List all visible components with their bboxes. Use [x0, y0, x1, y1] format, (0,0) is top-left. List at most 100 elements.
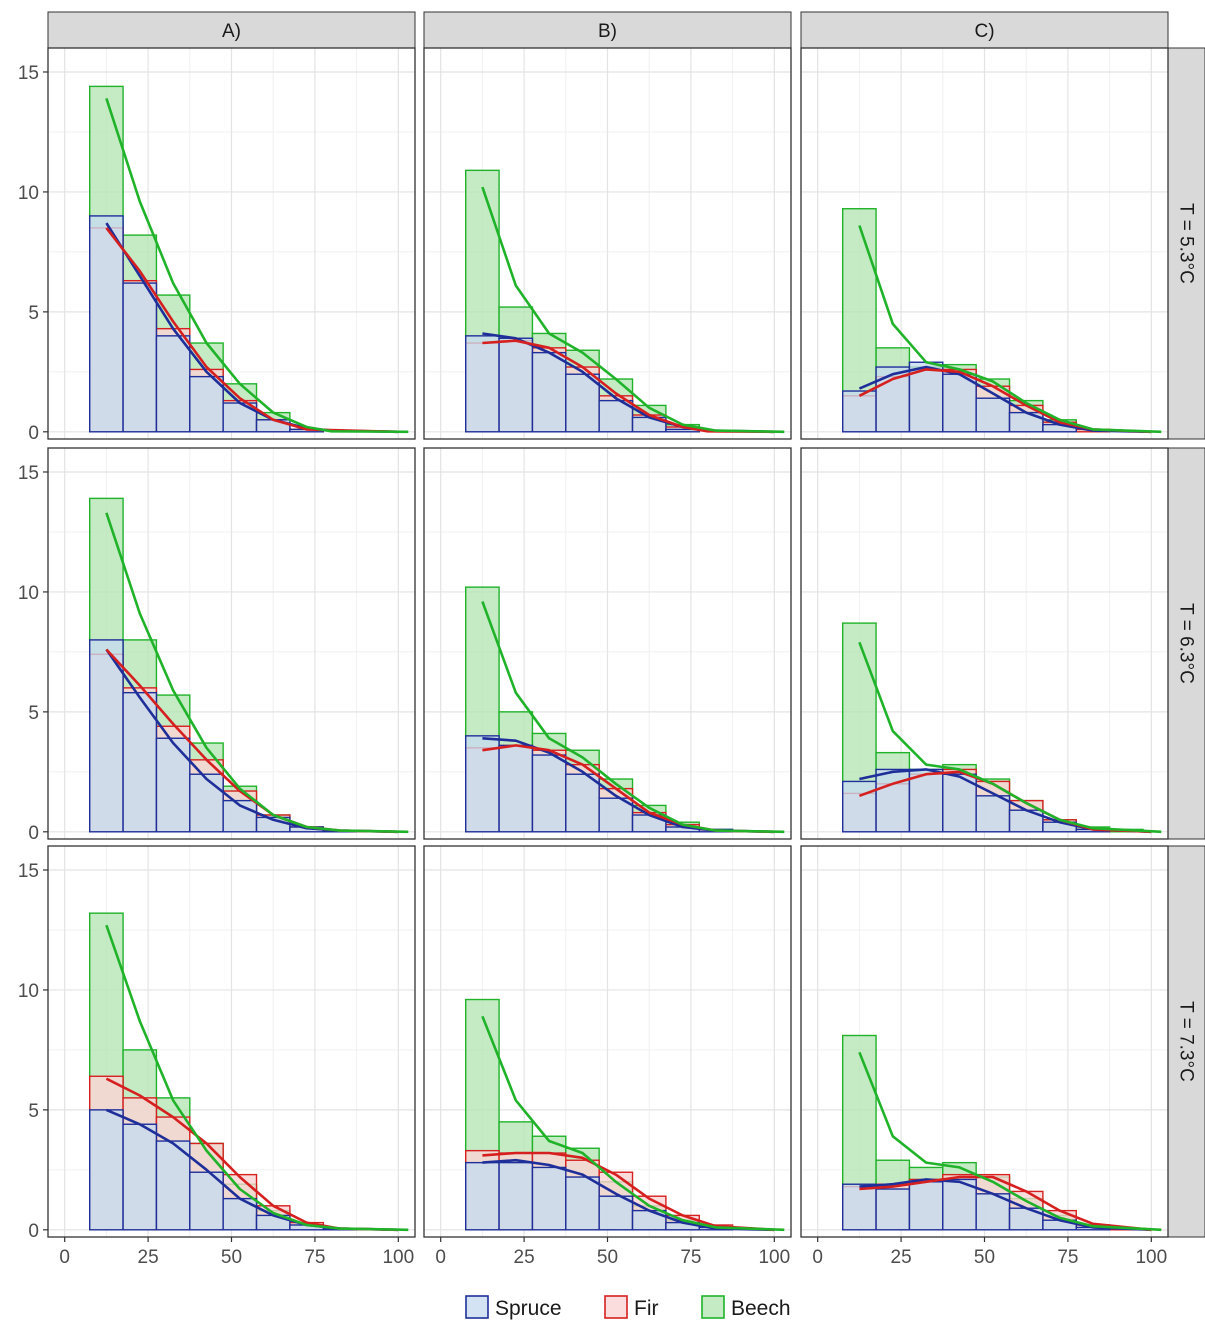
row-label-0: T = 5.3°C — [1176, 203, 1197, 284]
y-tick-label: 0 — [28, 1221, 39, 1242]
x-tick-label: 50 — [597, 1247, 618, 1268]
bar-spruce — [842, 390, 877, 433]
bar-spruce — [942, 773, 977, 833]
panel-border — [800, 47, 1169, 440]
bar-spruce — [565, 1176, 600, 1231]
y-tick-label: 15 — [18, 463, 39, 484]
row-label-1: T = 6.3°C — [1176, 603, 1197, 684]
bar-spruce — [465, 1161, 500, 1231]
x-tick-label: 100 — [1135, 1247, 1167, 1268]
y-tick-label: 10 — [18, 183, 39, 204]
column-strip-2 — [800, 11, 1169, 49]
bar-spruce — [465, 335, 500, 433]
panel-border — [423, 447, 792, 840]
bar-spruce — [531, 754, 567, 833]
y-tick-label: 5 — [28, 1101, 39, 1122]
panel-border — [47, 47, 416, 440]
bar-spruce — [498, 337, 534, 433]
column-label-1: B) — [598, 21, 617, 42]
density-curve-beech — [105, 512, 409, 834]
y-tick-label: 10 — [18, 981, 39, 1002]
x-tick-label: 25 — [514, 1247, 535, 1268]
density-curve-spruce — [858, 365, 1152, 434]
density-curve-spruce — [482, 1158, 775, 1232]
legend-label-spruce: Spruce — [495, 1297, 562, 1320]
density-curve-beech — [105, 97, 409, 434]
y-tick-label: 5 — [28, 703, 39, 724]
density-curve-beech — [858, 225, 1162, 434]
panel-r0-c1 — [423, 47, 792, 440]
panel-r0-c2 — [800, 47, 1169, 440]
bar-spruce — [908, 1181, 944, 1231]
panel-r1-c2 — [800, 447, 1169, 840]
x-tick-label: 75 — [1057, 1247, 1078, 1268]
panel-border — [423, 47, 792, 440]
bar-spruce — [89, 639, 124, 833]
panel-r2-c2: 0 25 50 75 100 — [800, 845, 1169, 1268]
bar-spruce — [122, 1123, 158, 1231]
bar-spruce — [155, 335, 191, 433]
density-curve-beech — [481, 186, 785, 434]
bar-spruce — [942, 1178, 977, 1231]
column-label-2: C) — [974, 21, 994, 42]
bar-spruce — [122, 691, 158, 833]
bar-spruce — [565, 373, 600, 433]
legend: Spruce Fir Beech — [465, 1295, 791, 1320]
legend-key-spruce — [465, 1295, 489, 1319]
x-tick-label: 0 — [812, 1247, 823, 1268]
y-tick-label: 15 — [18, 861, 39, 882]
bar-spruce — [531, 1166, 567, 1231]
density-curve-fir — [859, 1175, 1152, 1232]
bar-spruce — [975, 795, 1011, 833]
bar-spruce — [189, 375, 224, 433]
y-tick-label: 10 — [18, 583, 39, 604]
y-tick-label: 5 — [28, 303, 39, 324]
y-tick-label: 15 — [18, 63, 39, 84]
bar-spruce — [89, 1109, 124, 1231]
bar-spruce — [565, 773, 600, 833]
bar-spruce — [465, 735, 500, 833]
density-curve-beech — [858, 641, 1162, 834]
legend-key-fir — [604, 1295, 628, 1319]
bar-spruce — [598, 1195, 634, 1231]
x-tick-label: 75 — [680, 1247, 701, 1268]
x-tick-label: 75 — [304, 1247, 325, 1268]
x-tick-label: 100 — [382, 1247, 414, 1268]
panel-r2-c1: 0 25 50 75 100 — [423, 845, 792, 1268]
panel-r2-c0: 0 5 10 15 0 25 50 75 100 — [18, 845, 416, 1268]
bar-spruce — [875, 768, 911, 833]
x-tick-label: 100 — [758, 1247, 790, 1268]
row-label-2: T = 7.3°C — [1176, 1001, 1197, 1082]
column-strip-0 — [47, 11, 416, 49]
bar-spruce — [908, 768, 944, 833]
x-tick-label: 0 — [59, 1247, 70, 1268]
bar-spruce — [122, 282, 158, 433]
bar-spruce — [842, 780, 877, 833]
density-curve-beech — [481, 601, 785, 834]
panel-border — [800, 447, 1169, 840]
column-label-0: A) — [222, 21, 241, 42]
density-curve-spruce — [859, 1178, 1152, 1232]
bar-spruce — [189, 773, 224, 833]
bar-spruce — [155, 1140, 191, 1231]
panel-r0-c0: 0 5 10 15 — [18, 47, 416, 444]
x-tick-label: 25 — [891, 1247, 912, 1268]
density-curve-beech — [481, 1015, 785, 1232]
panel-r1-c0: 0 5 10 15 — [18, 447, 416, 844]
row-strip-2 — [1167, 845, 1205, 1238]
legend-key-beech — [701, 1295, 725, 1319]
x-tick-label: 25 — [138, 1247, 159, 1268]
bar-spruce — [155, 737, 191, 833]
bar-spruce — [875, 1188, 911, 1231]
y-tick-label: 0 — [28, 423, 39, 444]
x-tick-label: 50 — [974, 1247, 995, 1268]
legend-label-fir: Fir — [634, 1297, 659, 1320]
bar-spruce — [222, 402, 258, 433]
legend-label-beech: Beech — [731, 1297, 791, 1320]
density-curve-fir — [482, 339, 775, 434]
density-curve-beech — [858, 1051, 1162, 1232]
density-curve-beech — [105, 924, 409, 1232]
panel-border — [47, 447, 416, 840]
